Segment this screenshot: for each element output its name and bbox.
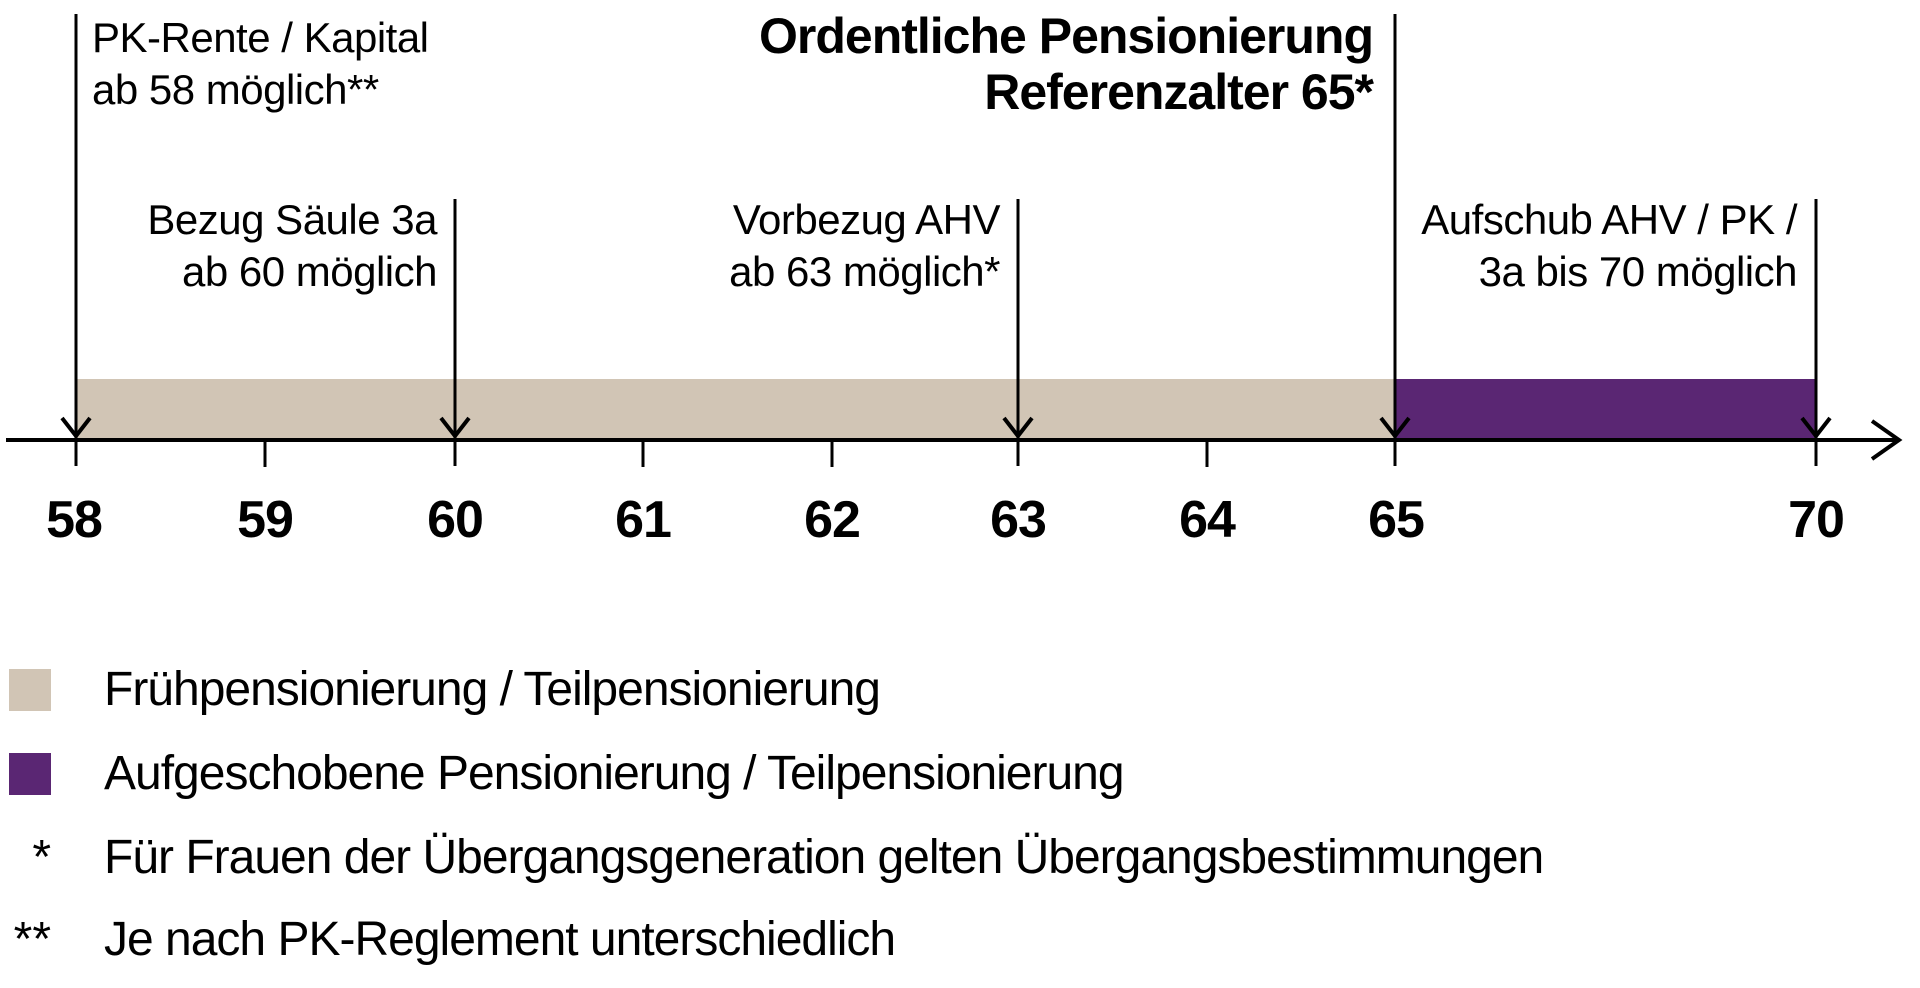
tick-label-61: 61 xyxy=(615,491,672,549)
segment-deferred-bar xyxy=(1395,379,1816,438)
chart-title-line1: Ordentliche Pensionierung xyxy=(759,8,1374,64)
tick-label-64: 64 xyxy=(1179,491,1236,549)
annotation-saeule3a: Bezug Säule 3a ab 60 möglich xyxy=(147,194,437,298)
annotation-saeule3a-line1: Bezug Säule 3a xyxy=(147,196,437,243)
footnote-marker-1: * xyxy=(32,831,51,884)
chart-title-line2: Referenzalter 65* xyxy=(984,64,1374,120)
annotation-vorbezug-ahv-line2: ab 63 möglich* xyxy=(729,248,1000,295)
footnote-single-asterisk: * Für Frauen der Übergangsgeneration gel… xyxy=(9,830,1544,886)
annotation-vorbezug-ahv-line1: Vorbezug AHV xyxy=(732,196,1001,243)
annotation-aufschub: Aufschub AHV / PK / 3a bis 70 möglich xyxy=(1421,194,1797,298)
legend-swatch-early xyxy=(9,669,51,711)
tick-label-70: 70 xyxy=(1788,491,1845,549)
annotation-aufschub-line1: Aufschub AHV / PK / xyxy=(1421,196,1797,243)
annotation-vorbezug-ahv: Vorbezug AHV ab 63 möglich* xyxy=(729,194,1000,298)
legend-label-early: Frühpensionierung / Teilpensionierung xyxy=(104,663,881,716)
marker-arrow-60-icon xyxy=(439,416,471,440)
tick-label-59: 59 xyxy=(237,491,294,549)
annotation-pk-rente-line1: PK-Rente / Kapital xyxy=(92,14,429,61)
tick-label-60: 60 xyxy=(427,491,484,549)
marker-arrow-63-icon xyxy=(1002,416,1034,440)
legend-item-early: Frühpensionierung / Teilpensionierung xyxy=(9,662,881,718)
legend-swatch-deferred xyxy=(9,753,51,795)
marker-arrow-70-icon xyxy=(1800,416,1832,440)
tick-label-65: 65 xyxy=(1368,491,1425,549)
footnote-marker-2: ** xyxy=(13,913,51,966)
footnote-text-1: Für Frauen der Übergangsgeneration gelte… xyxy=(104,831,1544,884)
axis-arrowhead-icon xyxy=(1870,419,1903,461)
legend-item-deferred: Aufgeschobene Pensionierung / Teilpensio… xyxy=(9,746,1125,802)
timeline-diagram xyxy=(6,14,1903,467)
annotation-saeule3a-line2: ab 60 möglich xyxy=(182,248,437,295)
annotation-aufschub-line2: 3a bis 70 möglich xyxy=(1478,248,1798,295)
annotation-pk-rente: PK-Rente / Kapital ab 58 möglich** xyxy=(92,12,429,116)
annotation-pk-rente-line2: ab 58 möglich** xyxy=(92,66,379,113)
tick-label-63: 63 xyxy=(990,491,1047,549)
footnote-double-asterisk: ** Je nach PK-Reglement unterschiedlich xyxy=(9,912,896,968)
legend-label-deferred: Aufgeschobene Pensionierung / Teilpensio… xyxy=(104,747,1125,800)
marker-arrow-58-icon xyxy=(60,416,92,440)
tick-label-58: 58 xyxy=(46,491,103,549)
marker-arrow-65-icon xyxy=(1379,416,1411,440)
chart-title: Ordentliche Pensionierung Referenzalter … xyxy=(759,8,1374,120)
footnote-text-2: Je nach PK-Reglement unterschiedlich xyxy=(104,913,896,966)
segment-early-bar xyxy=(76,379,1395,438)
tick-label-62: 62 xyxy=(804,491,861,549)
